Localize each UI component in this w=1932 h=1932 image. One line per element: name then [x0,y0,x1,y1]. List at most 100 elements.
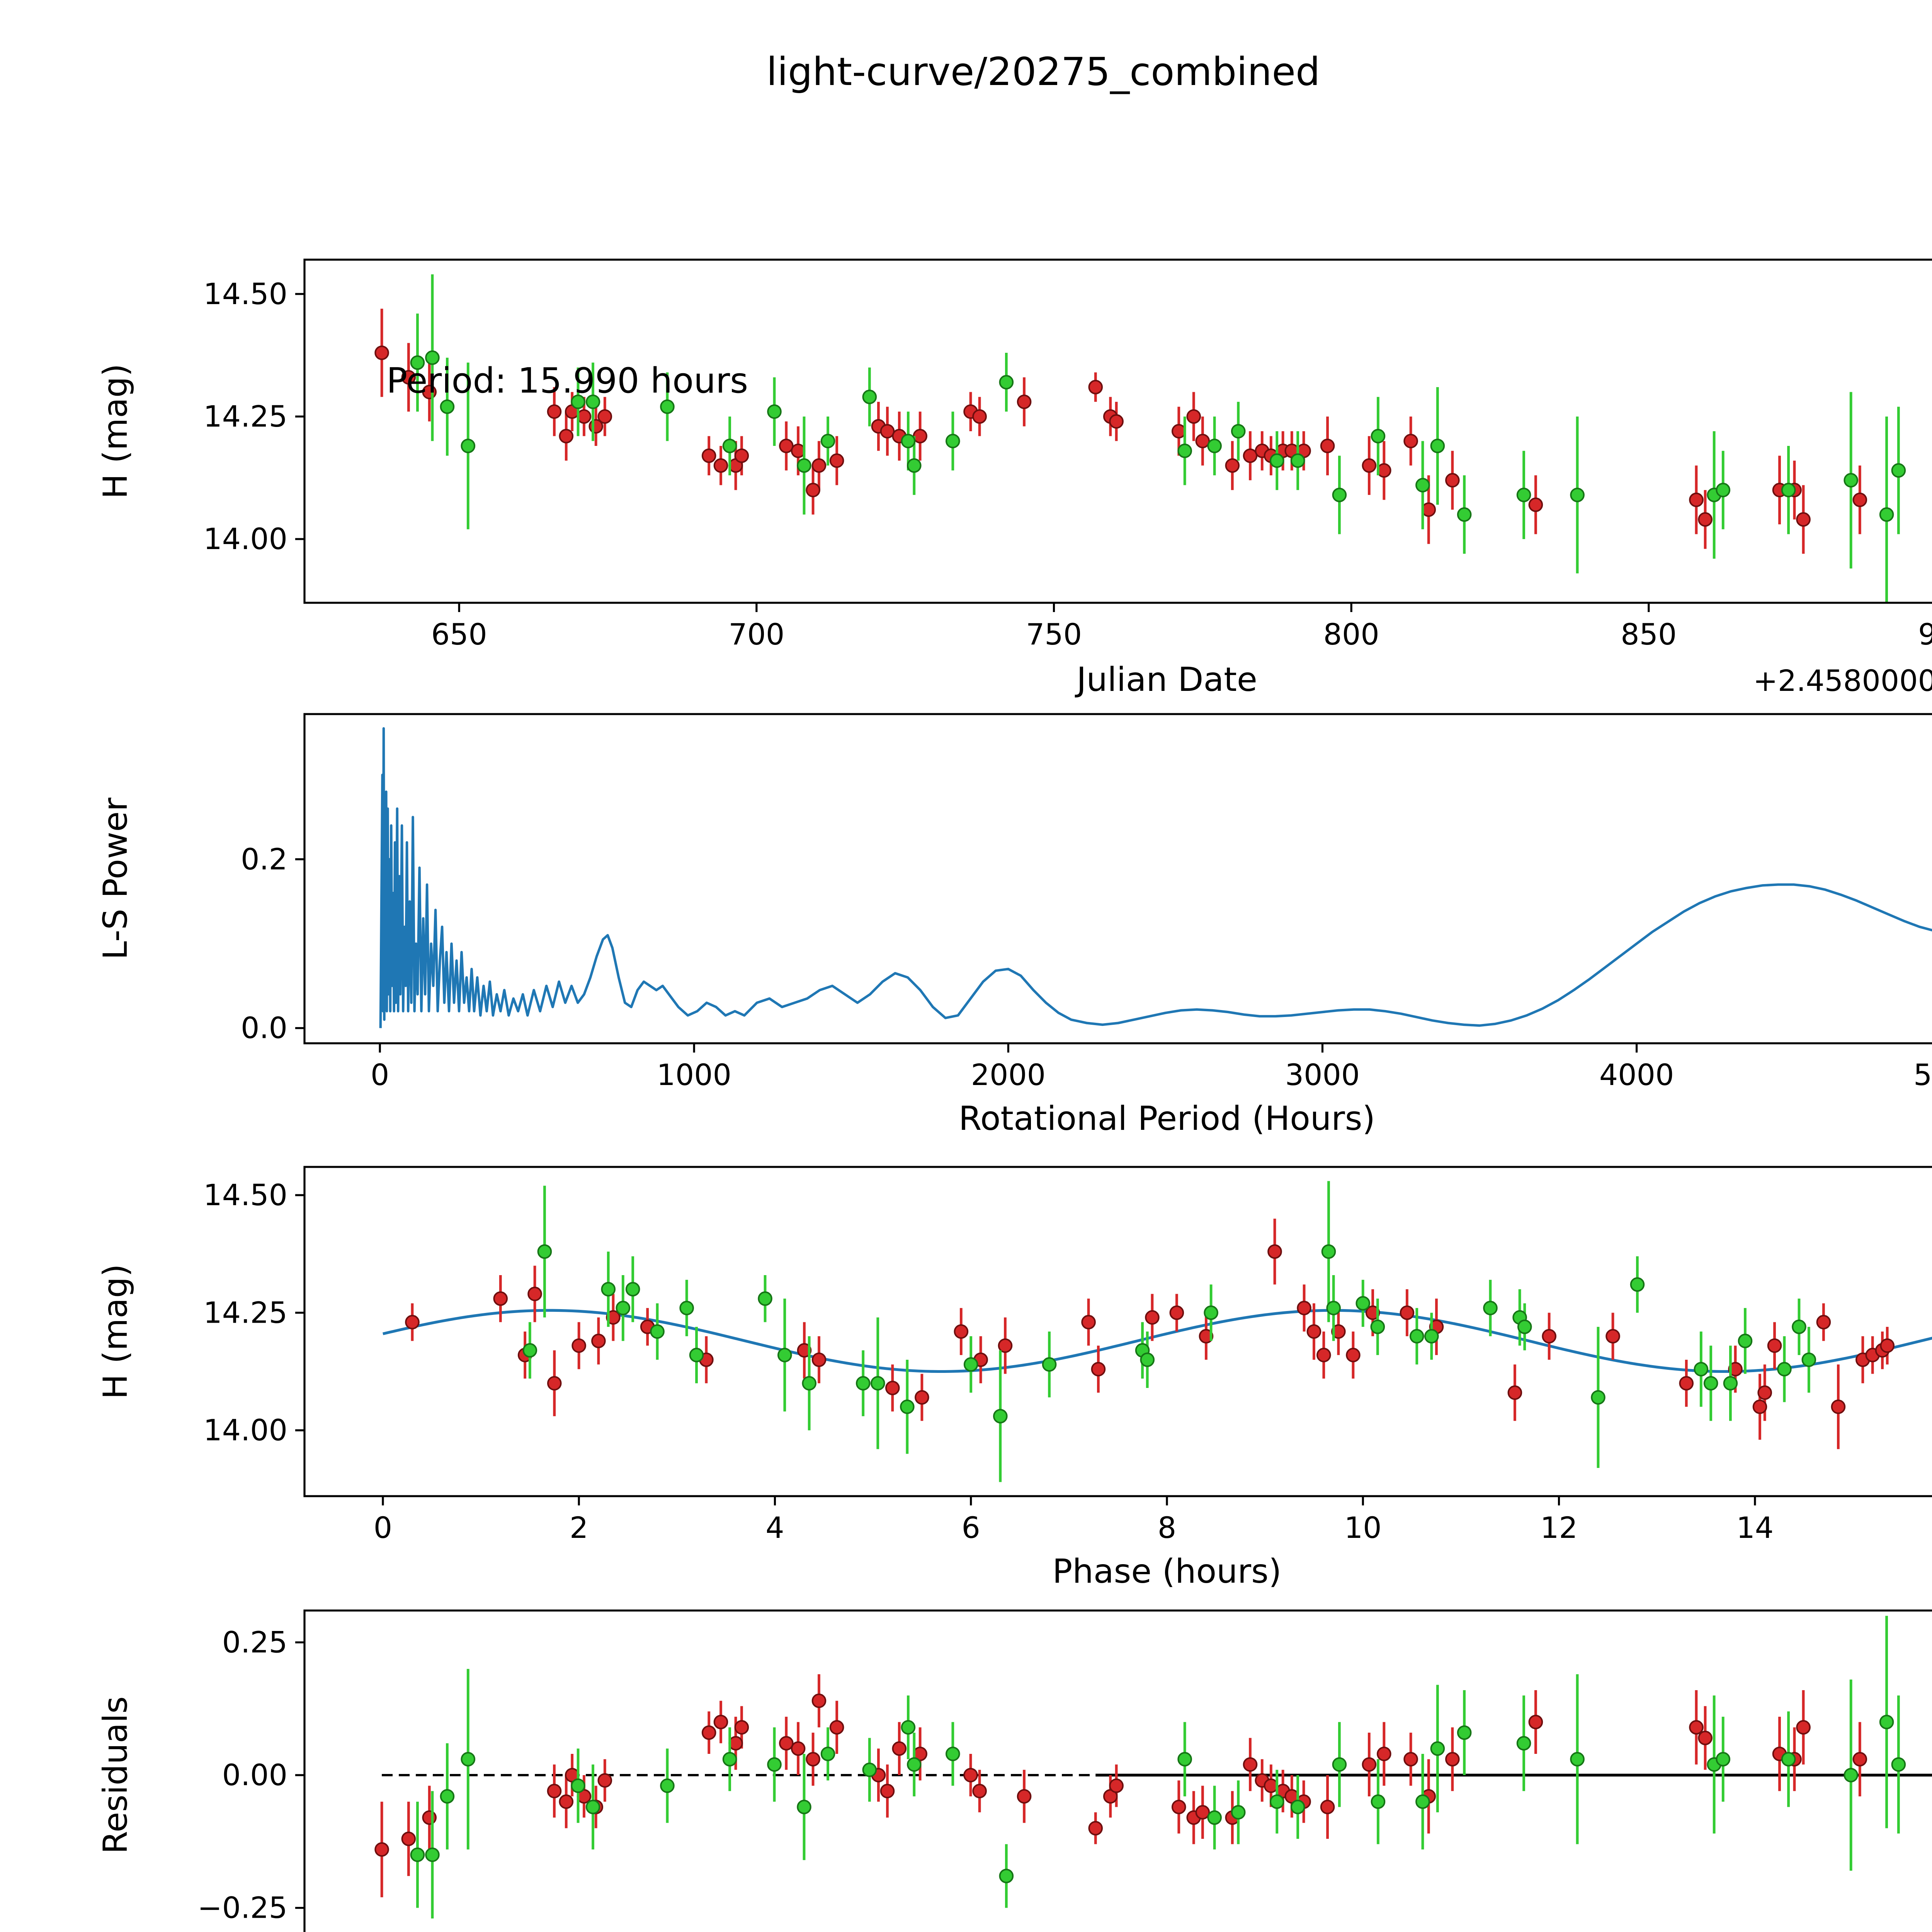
data-point [425,1847,440,1862]
data-point [537,1244,552,1259]
x-tick-label: 10 [1344,1510,1382,1545]
axes-frame [303,1609,1932,1932]
data-point [901,434,916,449]
data-point [1445,1752,1460,1767]
data-point [728,1736,743,1751]
y-axis-label-residuals: Residuals [96,1696,135,1854]
data-point [1109,1778,1124,1793]
data-point [422,1810,437,1825]
data-point [1346,1348,1361,1362]
data-point [601,1282,616,1297]
data-point [1365,1305,1380,1320]
data-point [425,350,440,365]
data-point [993,1409,1008,1423]
data-point [559,1794,574,1809]
data-point [1231,1805,1246,1820]
data-point [1321,1244,1336,1259]
data-point [1421,502,1436,517]
data-point [689,1348,704,1362]
data-point [577,409,592,424]
data-point [1243,1757,1258,1772]
data-point [1177,1752,1192,1767]
green-dataset [522,1181,1816,1482]
data-point [802,1376,817,1391]
data-point [1891,463,1906,478]
y-tick-label: 14.00 [203,1413,287,1447]
x-tick-label: 2000 [971,1058,1046,1092]
axes-frame [303,1166,1932,1497]
data-point [797,458,811,473]
data-point [777,1348,792,1362]
data-point [1844,1768,1859,1782]
data-point [461,1752,476,1767]
data-point [1316,1348,1331,1362]
data-point [1204,1305,1218,1320]
data-point [1403,434,1418,449]
data-point [559,429,574,444]
data-point [1831,1399,1846,1414]
data-point [440,399,455,414]
data-layer [383,1181,1932,1482]
data-point [405,1315,420,1330]
x-tick-label: 5000 [1913,1058,1932,1092]
y-axis-label-h-mag: H (mag) [96,364,135,499]
data-point [734,1720,749,1735]
data-point [1409,1329,1424,1344]
data-point [811,1693,827,1708]
green-dataset [410,274,1906,603]
x-tick-label: 3000 [1285,1058,1360,1092]
data-point [1767,1338,1782,1353]
x-tick-label: 750 [1026,617,1082,651]
periodogram-line [379,727,1932,1028]
data-point [1728,1362,1743,1377]
data-point [900,1399,915,1414]
axes-frame [303,259,1932,604]
data-point [963,1357,978,1372]
data-point [1801,1352,1816,1367]
data-point [1457,507,1472,522]
data-point [1081,1315,1096,1330]
data-point [1267,1244,1282,1259]
data-point [440,1789,455,1804]
data-point [797,1343,812,1358]
data-point [1630,1277,1645,1292]
y-tick-label: 14.25 [203,399,287,434]
data-point [722,1752,737,1767]
data-layer [374,274,1906,603]
data-point [811,458,827,473]
data-point [701,448,716,463]
data-point [1880,1338,1895,1353]
figure-title: light-curve/20275_combined [767,49,1320,94]
data-point [527,1286,542,1301]
data-point [906,1757,922,1772]
data-point [797,1799,811,1815]
data-point [1757,1385,1772,1400]
data-point [1689,492,1704,507]
data-point [791,443,806,458]
data-point [1370,1320,1385,1334]
data-point [1362,1757,1377,1772]
data-point [1269,453,1284,468]
x-axis-label-rotational-period: Rotational Period (Hours) [959,1099,1375,1138]
data-layer [374,1616,1932,1919]
data-point [374,1842,389,1857]
data-point [1516,488,1531,502]
x-axis-label-phase: Phase (hours) [1052,1552,1281,1591]
data-point [522,1343,537,1358]
data-point [1430,1741,1445,1756]
data-point [1320,1799,1335,1815]
data-point [1231,424,1246,439]
data-point [1371,429,1386,444]
x-tick-label: 8 [1158,1510,1176,1545]
data-point [1698,1731,1713,1745]
x-tick-label: 900 [1918,617,1932,651]
data-point [820,434,835,449]
y-axis-label-h-mag-phase: H (mag) [96,1264,135,1399]
data-point [585,395,600,409]
data-point [1207,1810,1222,1825]
x-tick-label: 700 [728,617,784,651]
data-point [1225,458,1240,473]
y-tick-label: 14.50 [203,1178,287,1212]
data-point [791,1741,806,1756]
